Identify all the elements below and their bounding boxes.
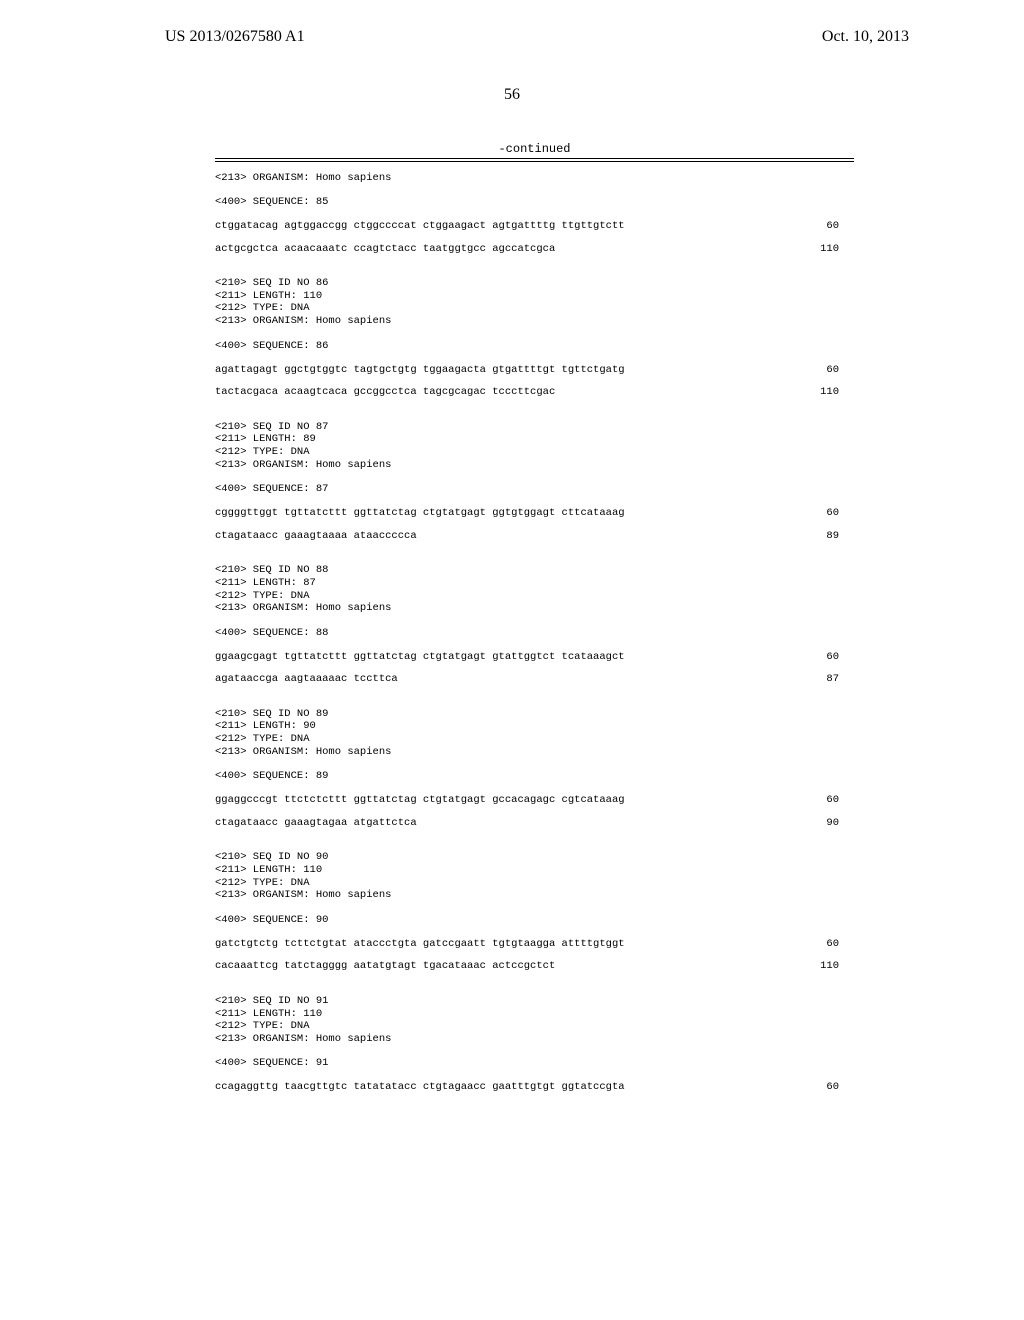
- seq-meta-line: <213> ORGANISM: Homo sapiens: [215, 172, 854, 184]
- sequence-position: 60: [826, 1081, 854, 1094]
- sequence-position: 60: [826, 938, 854, 951]
- sequence-line: agataaccga aagtaaaaac tccttca 87: [215, 673, 854, 686]
- sequence-text: ctggatacag agtggaccgg ctggccccat ctggaag…: [215, 220, 625, 233]
- pub-number: US 2013/0267580 A1: [165, 28, 305, 46]
- sequence-text: ctagataacc gaaagtaaaa ataaccccca: [215, 530, 417, 543]
- sequence-text: actgcgctca acaacaaatc ccagtctacc taatggt…: [215, 243, 555, 256]
- sequence-text: ctagataacc gaaagtagaa atgattctca: [215, 817, 417, 830]
- sequence-line: ccagaggttg taacgttgtc tatatatacc ctgtaga…: [215, 1081, 854, 1094]
- sequence-block: ccagaggttg taacgttgtc tatatatacc ctgtaga…: [215, 1081, 854, 1094]
- page-header: US 2013/0267580 A1 Oct. 10, 2013: [0, 0, 1024, 46]
- sequence-position: 87: [826, 673, 854, 686]
- sequence-position: 60: [826, 651, 854, 664]
- sequence-block: ggaggcccgt ttctctcttt ggttatctag ctgtatg…: [215, 794, 854, 829]
- seq-header-block: <210> SEQ ID NO 88 <211> LENGTH: 87 <212…: [215, 564, 854, 614]
- sequence-line: ggaagcgagt tgttatcttt ggttatctag ctgtatg…: [215, 651, 854, 664]
- sequence-text: cggggttggt tgttatcttt ggttatctag ctgtatg…: [215, 507, 625, 520]
- sequence-text: ggaagcgagt tgttatcttt ggttatctag ctgtatg…: [215, 651, 625, 664]
- sequence-text: agataaccga aagtaaaaac tccttca: [215, 673, 398, 686]
- sequence-position: 110: [820, 243, 854, 256]
- page-number: 56: [0, 86, 1024, 104]
- sequence-line: tactacgaca acaagtcaca gccggcctca tagcgca…: [215, 386, 854, 399]
- sequence-text: gatctgtctg tcttctgtat ataccctgta gatccga…: [215, 938, 625, 951]
- sequence-text: tactacgaca acaagtcaca gccggcctca tagcgca…: [215, 386, 555, 399]
- sequence-text: ggaggcccgt ttctctcttt ggttatctag ctgtatg…: [215, 794, 625, 807]
- sequence-line: ctggatacag agtggaccgg ctggccccat ctggaag…: [215, 220, 854, 233]
- seq-header-block: <210> SEQ ID NO 90 <211> LENGTH: 110 <21…: [215, 851, 854, 901]
- sequence-block: ggaagcgagt tgttatcttt ggttatctag ctgtatg…: [215, 651, 854, 686]
- sequence-position: 110: [820, 960, 854, 973]
- seq-meta-line: <400> SEQUENCE: 85: [215, 196, 854, 208]
- seq-meta-line: <400> SEQUENCE: 90: [215, 914, 854, 926]
- horizontal-rule: [215, 158, 854, 162]
- seq-meta-line: <400> SEQUENCE: 91: [215, 1057, 854, 1069]
- seq-meta-line: <400> SEQUENCE: 88: [215, 627, 854, 639]
- seq-header-block: <210> SEQ ID NO 86 <211> LENGTH: 110 <21…: [215, 277, 854, 327]
- sequence-line: ctagataacc gaaagtagaa atgattctca 90: [215, 817, 854, 830]
- sequence-line: cggggttggt tgttatcttt ggttatctag ctgtatg…: [215, 507, 854, 520]
- sequence-position: 110: [820, 386, 854, 399]
- seq-meta-line: <400> SEQUENCE: 87: [215, 483, 854, 495]
- sequence-line: gatctgtctg tcttctgtat ataccctgta gatccga…: [215, 938, 854, 951]
- sequence-line: ctagataacc gaaagtaaaa ataaccccca 89: [215, 530, 854, 543]
- sequence-block: gatctgtctg tcttctgtat ataccctgta gatccga…: [215, 938, 854, 973]
- seq-header-block: <210> SEQ ID NO 89 <211> LENGTH: 90 <212…: [215, 708, 854, 758]
- continued-label: -continued: [215, 142, 854, 156]
- sequence-block: cggggttggt tgttatcttt ggttatctag ctgtatg…: [215, 507, 854, 542]
- sequence-listing: <213> ORGANISM: Homo sapiens <400> SEQUEN…: [215, 172, 854, 1094]
- sequence-block: ctggatacag agtggaccgg ctggccccat ctggaag…: [215, 220, 854, 255]
- sequence-block: agattagagt ggctgtggtc tagtgctgtg tggaaga…: [215, 364, 854, 399]
- sequence-position: 90: [826, 817, 854, 830]
- seq-header-block: <210> SEQ ID NO 91 <211> LENGTH: 110 <21…: [215, 995, 854, 1045]
- seq-header-block: <210> SEQ ID NO 87 <211> LENGTH: 89 <212…: [215, 421, 854, 471]
- sequence-position: 60: [826, 364, 854, 377]
- pub-date: Oct. 10, 2013: [822, 28, 909, 46]
- sequence-text: agattagagt ggctgtggtc tagtgctgtg tggaaga…: [215, 364, 625, 377]
- sequence-line: agattagagt ggctgtggtc tagtgctgtg tggaaga…: [215, 364, 854, 377]
- sequence-position: 60: [826, 507, 854, 520]
- content-area: -continued <213> ORGANISM: Homo sapiens<…: [0, 104, 1024, 1094]
- seq-meta-line: <400> SEQUENCE: 86: [215, 340, 854, 352]
- sequence-line: actgcgctca acaacaaatc ccagtctacc taatggt…: [215, 243, 854, 256]
- sequence-position: 60: [826, 220, 854, 233]
- sequence-text: ccagaggttg taacgttgtc tatatatacc ctgtaga…: [215, 1081, 625, 1094]
- sequence-line: cacaaattcg tatctagggg aatatgtagt tgacata…: [215, 960, 854, 973]
- seq-meta-line: <400> SEQUENCE: 89: [215, 770, 854, 782]
- sequence-line: ggaggcccgt ttctctcttt ggttatctag ctgtatg…: [215, 794, 854, 807]
- sequence-position: 60: [826, 794, 854, 807]
- sequence-text: cacaaattcg tatctagggg aatatgtagt tgacata…: [215, 960, 555, 973]
- sequence-position: 89: [826, 530, 854, 543]
